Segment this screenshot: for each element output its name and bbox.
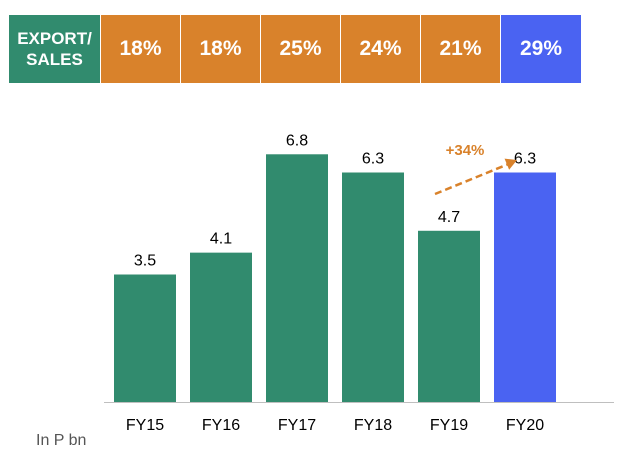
bar-fy15 (114, 274, 176, 402)
tick-label-fy20: FY20 (506, 417, 544, 434)
data-label-fy17: 6.8 (286, 132, 308, 149)
export-sales-row: EXPORT/SALES 18% 18% 25% 24% 21% 29% (9, 15, 581, 83)
data-label-fy19: 4.7 (438, 209, 460, 226)
tick-label-fy16: FY16 (202, 417, 240, 434)
growth-arrow-line (434, 161, 512, 196)
data-label-fy15: 3.5 (134, 253, 156, 270)
data-label-fy20: 6.3 (514, 151, 536, 168)
data-label-fy18: 6.3 (362, 151, 384, 168)
export-sales-cell-fy16: 18% (181, 15, 261, 83)
unit-note: In P bn (36, 432, 87, 449)
bar-fy18 (342, 172, 404, 402)
export-sales-cell-fy20: 29% (501, 15, 581, 83)
growth-arrow-head (504, 158, 517, 170)
growth-annotation-label: +34% (446, 142, 485, 159)
tick-label-fy15: FY15 (126, 417, 164, 434)
export-sales-cell-fy18: 24% (341, 15, 421, 83)
bar-fy20 (494, 172, 556, 402)
export-sales-cell-fy19: 21% (421, 15, 501, 83)
bar-fy19 (418, 230, 480, 402)
bar-fy16 (190, 252, 252, 402)
tick-label-fy18: FY18 (354, 417, 392, 434)
data-label-fy16: 4.1 (210, 231, 232, 248)
tick-label-fy17: FY17 (278, 417, 316, 434)
tick-label-fy19: FY19 (430, 417, 468, 434)
bar-fy17 (266, 154, 328, 402)
export-sales-label: EXPORT/SALES (9, 15, 101, 83)
export-sales-cell-fy15: 18% (101, 15, 181, 83)
export-sales-cell-fy17: 25% (261, 15, 341, 83)
